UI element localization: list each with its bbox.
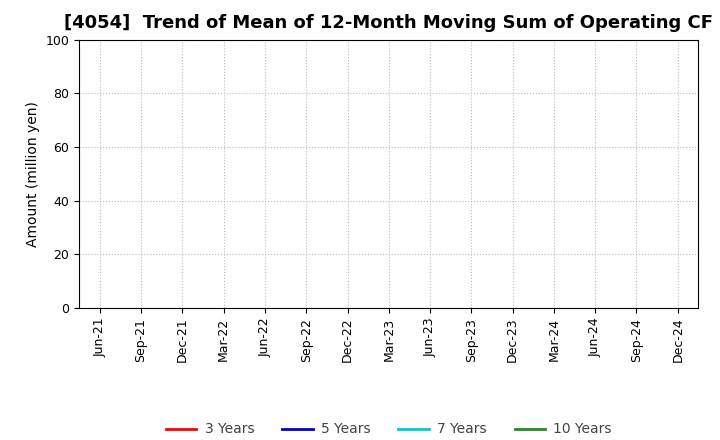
Title: [4054]  Trend of Mean of 12-Month Moving Sum of Operating CF: [4054] Trend of Mean of 12-Month Moving …: [64, 15, 714, 33]
Y-axis label: Amount (million yen): Amount (million yen): [26, 101, 40, 247]
Legend: 3 Years, 5 Years, 7 Years, 10 Years: 3 Years, 5 Years, 7 Years, 10 Years: [160, 417, 618, 440]
